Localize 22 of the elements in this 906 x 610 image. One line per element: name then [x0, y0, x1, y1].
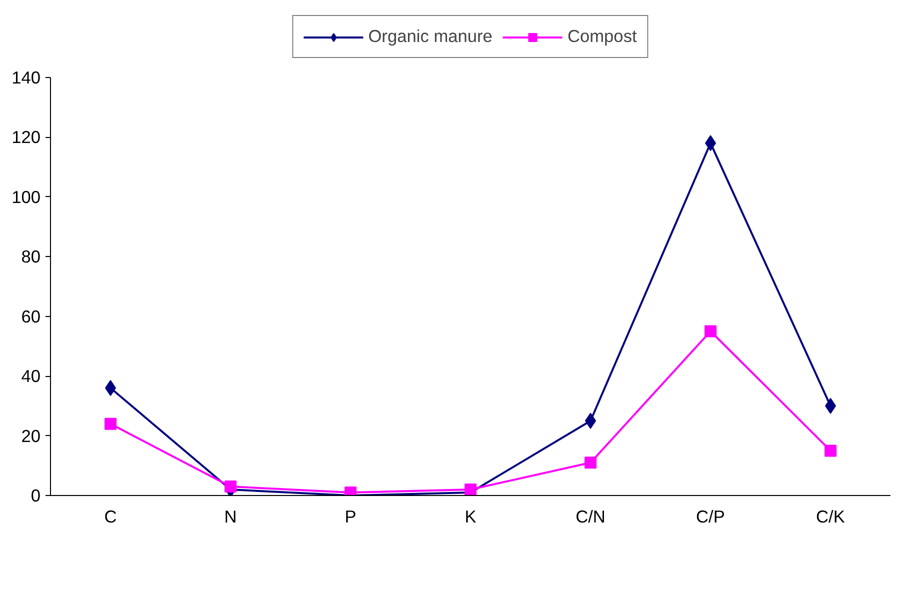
x-tick-label: K [464, 506, 477, 526]
point [704, 325, 716, 338]
point [104, 418, 116, 430]
y-tick-label: 60 [21, 306, 41, 326]
x-tick-label: P [344, 506, 356, 526]
y-tick-label: 140 [12, 67, 41, 88]
y-tick-label: 120 [12, 127, 41, 148]
point [824, 444, 836, 457]
x-tick-label: C/P [696, 506, 725, 526]
point [584, 456, 596, 469]
x-tick-label: C/K [816, 506, 846, 526]
y-tick-label: 40 [21, 366, 41, 386]
y-tick-label: 20 [21, 426, 41, 446]
y-tick-label: 80 [21, 246, 41, 267]
x-tick-label: C [104, 506, 117, 526]
y-tick-label: 0 [30, 486, 41, 506]
point [224, 480, 236, 493]
legend-label: Organic manure [368, 26, 492, 47]
x-tick-label: N [224, 506, 237, 526]
legend-label: Compost [567, 26, 637, 47]
x-tick-label: C/N [576, 506, 606, 526]
y-tick-label: 100 [12, 186, 41, 207]
